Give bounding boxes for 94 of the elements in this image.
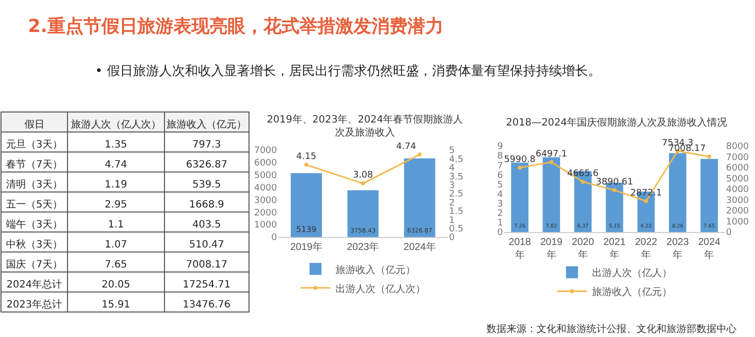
y-tick-label: 6000 (254, 158, 278, 169)
legend-label: 旅游收入（亿元） (336, 264, 416, 276)
category-label: 2023年总计 (6, 298, 62, 310)
category-label: 2024年总计 (6, 278, 62, 290)
text: • 假日旅游人次和收入显著增长，居民出行需求仍然旺盛，消费体量有望保持持续增长。 (95, 63, 601, 80)
legend-label: 出游人次（亿人次） (336, 282, 426, 295)
y2-tick-label: 6000 (726, 164, 750, 174)
chart-title: 2019年、2023年、2024年春节假期旅游人次及旅游收入 (266, 113, 464, 138)
data-label: 5139 (296, 225, 317, 234)
category-label: 中秋（3天） (6, 238, 62, 250)
y2-tick-label: 7000 (726, 152, 750, 163)
y-tick-label: 5 (497, 180, 503, 190)
y2-tick-label: 3000 (726, 196, 750, 206)
data-label: 403.5 (192, 220, 221, 230)
y2-tick-label: 1.5 (449, 207, 464, 218)
y2-tick-label: 3 (449, 180, 455, 191)
category-label: 春节（7天） (6, 158, 62, 170)
series-label: 旅游人次（亿人次） (70, 118, 161, 130)
y2-tick-label: 2 (449, 198, 455, 208)
x-tick-label: 2023年 (666, 237, 690, 261)
x-tick-label: 2024年 (404, 241, 436, 253)
data-label: 7.65 (104, 260, 128, 270)
y2-tick-label: 3.5 (449, 172, 464, 182)
data-label: 13476.76 (182, 300, 231, 310)
data-label: 7008.17 (186, 260, 228, 270)
text: 2.重点节假日旅游表现亮眼，花式举措激发消费潜力 (28, 15, 444, 38)
y2-tick-label: 0 (449, 233, 455, 244)
y-tick-label: 0 (497, 228, 504, 238)
data-label: 6497.1 (536, 149, 568, 160)
y-tick-label: 5000 (254, 171, 278, 182)
y-tick-label: 1000 (254, 220, 278, 231)
data-label: 15.91 (102, 300, 130, 310)
y-tick-label: 8 (497, 152, 504, 162)
x-tick-label: 2021年 (603, 237, 626, 261)
data-label: 1.1 (108, 220, 124, 230)
y2-tick-label: 4000 (726, 185, 750, 196)
y2-tick-label: 8000 (726, 142, 750, 152)
data-label: 17254.71 (182, 280, 231, 290)
x-tick-label: 2019年 (290, 241, 322, 253)
data-label: 3.08 (352, 170, 374, 181)
x-tick-label: 2019年 (540, 237, 563, 261)
y-tick-label: 7000 (254, 146, 278, 156)
y-tick-label: 3000 (254, 196, 278, 206)
category-label: 五一（5天） (6, 200, 62, 210)
x-tick-label: 2023年 (346, 241, 380, 253)
data-label: 4.74 (104, 160, 128, 170)
data-label: 4.74 (396, 142, 416, 152)
y-tick-label: 2000 (254, 208, 278, 218)
source-note: 数据来源：文化和旅游统计公报、文化和旅游部数据中心 (486, 322, 736, 336)
y2-tick-label: 4.5 (449, 154, 464, 165)
y-tick-label: 4000 (254, 183, 278, 194)
series-label: 旅游收入（亿元） (166, 118, 247, 130)
y2-tick-label: 0 (726, 228, 732, 238)
data-label: 1668.9 (189, 200, 224, 210)
y-tick-label: 9 (497, 142, 504, 152)
data-label: 5990.8 (504, 154, 536, 165)
x-tick-label: 2020年 (572, 237, 594, 261)
data-label: 1.07 (104, 240, 128, 250)
data-label: 20.05 (102, 280, 130, 290)
data-label: 510.47 (189, 240, 224, 250)
y2-tick-label: 5 (449, 146, 455, 156)
text: 假日 (24, 120, 44, 130)
y2-tick-label: 2000 (726, 206, 750, 217)
data-label: 1.35 (104, 140, 128, 150)
data-label: 2.95 (104, 200, 128, 210)
y-tick-label: 3 (497, 199, 503, 210)
data-label: 539.5 (192, 180, 221, 190)
y2-tick-label: 2.5 (449, 190, 464, 200)
data-label: 3890.61 (596, 177, 634, 188)
legend-label: 旅游收入（亿元） (592, 286, 672, 298)
y-tick-label: 6 (497, 170, 504, 181)
y2-tick-label: 5000 (726, 174, 750, 184)
data-label: 1.19 (104, 180, 128, 190)
x-tick-label: 2024年 (698, 237, 721, 261)
y2-tick-label: 4 (449, 164, 455, 174)
y-tick-label: 0 (271, 233, 278, 244)
category-label: 端午（3天） (6, 218, 62, 230)
x-tick-label: 2018年 (508, 237, 532, 261)
y-tick-label: 2 (497, 209, 503, 220)
data-label: 797.3 (192, 140, 221, 150)
x-tick-label: 2022年 (634, 237, 658, 261)
y2-tick-label: 0.5 (449, 224, 464, 234)
category-label: 国庆（7天） (6, 258, 62, 270)
data-label: 6326.87 (186, 160, 228, 170)
y2-tick-label: 1 (449, 216, 455, 226)
y2-tick-label: 1000 (726, 217, 750, 228)
data-label: 4.15 (296, 152, 316, 162)
category-label: 清明（3天） (6, 178, 62, 190)
y-tick-label: 1 (497, 218, 503, 229)
chart-title: 2018—2024年国庆假期旅游人次及旅游收入情况 (506, 116, 727, 129)
category-label: 元旦（3天） (6, 140, 62, 150)
y-tick-label: 4 (497, 190, 504, 200)
y-tick-label: 7 (497, 161, 503, 172)
legend-label: 出游人次（亿人） (592, 267, 672, 280)
